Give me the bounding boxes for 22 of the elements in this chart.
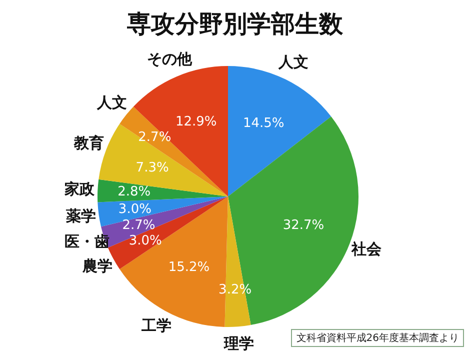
chart-title: 専攻分野別学部生数 [126,9,344,40]
slice-label: 家政 [64,180,96,198]
slice-label: 人文 [96,94,128,112]
data-label: 2.7% [138,130,172,146]
text: 文科省資料平成26年度基本調査より [291,329,464,347]
slice-label: 工学 [140,316,172,335]
slice-label: 人文 [277,53,308,72]
slice-label: その他 [146,50,193,68]
slice-label: 教育 [73,134,104,152]
data-label: 14.5% [242,116,284,132]
slice-label: 社会 [350,240,383,258]
data-label: 7.3% [136,160,169,176]
data-label: 15.2% [168,260,210,275]
slice-label: 薬学 [64,206,96,225]
data-label: 32.7% [282,218,324,233]
data-label: 12.9% [175,114,217,130]
slice-label: 農学 [81,257,112,276]
data-label: 3.0% [118,202,152,217]
data-label: 3.0% [128,234,162,249]
data-label: 2.8% [118,184,151,200]
data-label: 2.7% [122,218,156,234]
slice-label: 理学 [223,334,254,352]
